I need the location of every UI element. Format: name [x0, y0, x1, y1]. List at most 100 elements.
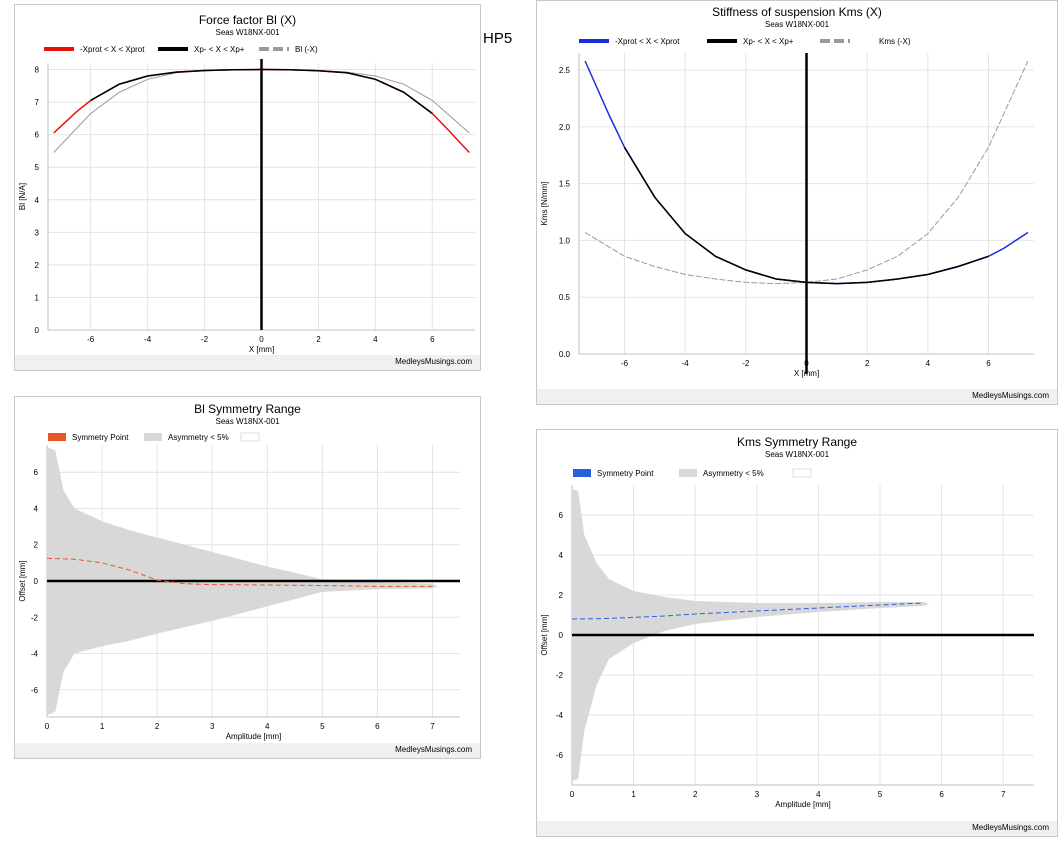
- kms-chart-panel: -Xprot < X < Xprot Xp- < X < Xp+ Kms (-X) S…: [536, 0, 1058, 405]
- blsym-xtick-label: 1: [100, 722, 105, 731]
- kmssym-ytick-label: 4: [559, 551, 564, 560]
- bl-title: Force factor Bl (X): [199, 13, 296, 27]
- kmssym-xtick-label: 7: [1001, 790, 1006, 799]
- kmssym-ytick-label: 2: [559, 591, 564, 600]
- bl-legend-label: Bl (-X): [295, 45, 318, 54]
- kmssym-legend-swatch: [573, 469, 591, 477]
- kms-chart-footer: MedleysMusings.com: [537, 389, 1057, 404]
- blsym-xtick-label: 0: [45, 722, 50, 731]
- kms-ytick-label: 2.5: [559, 66, 571, 75]
- kms-symmetry-svg: Symmetry Point Asymmetry < 5% Kms Symmetry…: [540, 435, 1034, 809]
- kms-xtick-label: 6: [986, 359, 991, 368]
- blsym-xtick-label: 2: [155, 722, 160, 731]
- bl-ytick-label: 8: [35, 66, 40, 75]
- bl-chart-panel: -Xprot < X < Xprot Xp- < X < Xp+ Bl (-X) Fo…: [14, 4, 481, 371]
- blsym-subtitle: Seas W18NX-001: [215, 417, 280, 426]
- kmssym-legend-swatch: [792, 468, 812, 478]
- kms-xtick-label: -2: [742, 359, 750, 368]
- kms-subtitle: Seas W18NX-001: [765, 20, 830, 29]
- blsym-ytick-label: 6: [34, 468, 39, 477]
- kms-ylabel: Kms [N/mm]: [540, 182, 549, 226]
- kms-symmetry-panel: Symmetry Point Asymmetry < 5% Kms Symmetry…: [536, 429, 1058, 837]
- bl-xtick-label: 2: [316, 335, 321, 344]
- blsym-xtick-label: 3: [210, 722, 215, 731]
- kmssym-xlabel: Amplitude [mm]: [775, 800, 831, 809]
- bl-legend-label: Xp- < X < Xp+: [194, 45, 245, 54]
- kmssym-legend-swatch: [679, 469, 697, 477]
- kmssym-ytick-label: -2: [556, 671, 564, 680]
- kmssym-ytick-label: 0: [559, 631, 564, 640]
- bl-xtick-label: -4: [144, 335, 152, 344]
- blsym-legend-label: Asymmetry < 5%: [168, 433, 229, 442]
- kms-xtick-label: -6: [621, 359, 629, 368]
- blsym-legend-swatch: [240, 432, 260, 442]
- bl-chart-footer-text: MedleysMusings.com: [395, 357, 472, 366]
- kms-symmetry-footer: MedleysMusings.com: [537, 821, 1057, 836]
- blsym-ytick-label: 4: [34, 504, 39, 513]
- bl-symmetry-panel: Symmetry Point Asymmetry < 5% Bl Symmetry …: [14, 396, 481, 759]
- kms-ytick-label: 2.0: [559, 123, 571, 132]
- blsym-xtick-label: 6: [375, 722, 380, 731]
- kms-legend-label: Xp- < X < Xp+: [743, 37, 794, 46]
- kms-ytick-label: 1.5: [559, 180, 571, 189]
- kms-ytick-label: 0.5: [559, 293, 571, 302]
- kmssym-xtick-label: 5: [878, 790, 883, 799]
- blsym-ytick-label: 0: [34, 577, 39, 586]
- bl-ytick-label: 7: [35, 98, 40, 107]
- bl-xtick-label: 4: [373, 335, 378, 344]
- bl-ytick-label: 6: [35, 131, 40, 140]
- bl-xtick-label: -6: [87, 335, 95, 344]
- bl-symmetry-footer: MedleysMusings.com: [15, 743, 480, 758]
- bl-legend-label: -Xprot < X < Xprot: [80, 45, 145, 54]
- blsym-xtick-label: 4: [265, 722, 270, 731]
- bl-ytick-label: 5: [35, 163, 40, 172]
- bl-ytick-label: 1: [35, 293, 40, 302]
- bl-chart-footer: MedleysMusings.com: [15, 355, 480, 370]
- bl-subtitle: Seas W18NX-001: [215, 28, 280, 37]
- blsym-xtick-label: 5: [320, 722, 325, 731]
- kms-xtick-label: 2: [865, 359, 870, 368]
- blsym-title: Bl Symmetry Range: [194, 402, 301, 416]
- bl-ylabel: Bl [N/A]: [18, 183, 27, 210]
- kms-series-mirror-line: [584, 60, 1029, 285]
- bl-chart-svg: -Xprot < X < Xprot Xp- < X < Xp+ Bl (-X) Fo…: [18, 13, 475, 354]
- kmssym-symmetry-point-line: [571, 602, 924, 620]
- bl-symmetry-footer-text: MedleysMusings.com: [395, 745, 472, 754]
- blsym-legend-swatch: [48, 433, 66, 441]
- kmssym-xtick-label: 2: [693, 790, 698, 799]
- kms-title: Stiffness of suspension Kms (X): [712, 5, 882, 19]
- bl-ytick-label: 0: [35, 326, 40, 335]
- kms-chart-footer-text: MedleysMusings.com: [972, 391, 1049, 400]
- bl-ytick-label: 2: [35, 261, 40, 270]
- kmssym-ylabel: Offset [mm]: [540, 614, 549, 655]
- kms-legend-label: -Xprot < X < Xprot: [615, 37, 680, 46]
- kms-xtick-label: 4: [926, 359, 931, 368]
- kms-ytick-label: 1.0: [559, 236, 571, 245]
- blsym-ytick-label: -2: [31, 613, 39, 622]
- kmssym-ytick-label: -4: [556, 711, 564, 720]
- kmssym-legend-label: Symmetry Point: [597, 469, 654, 478]
- kms-ytick-label: 0.0: [559, 350, 571, 359]
- kmssym-ytick-label: 6: [559, 511, 564, 520]
- kmssym-xtick-label: 0: [570, 790, 575, 799]
- kmssym-xtick-label: 3: [755, 790, 760, 799]
- bl-xtick-label: 6: [430, 335, 435, 344]
- kmssym-xtick-label: 6: [939, 790, 944, 799]
- kmssym-subtitle: Seas W18NX-001: [765, 450, 830, 459]
- blsym-xtick-label: 7: [430, 722, 435, 731]
- blsym-ylabel: Offset [mm]: [18, 560, 27, 601]
- blsym-legend-label: Symmetry Point: [72, 433, 129, 442]
- bl-xlabel: X [mm]: [249, 345, 274, 354]
- kms-legend-label: Kms (-X): [879, 37, 911, 46]
- blsym-ytick-label: -6: [31, 686, 39, 695]
- bl-symmetry-svg: Symmetry Point Asymmetry < 5% Bl Symmetry …: [18, 402, 460, 741]
- blsym-xlabel: Amplitude [mm]: [226, 732, 282, 741]
- kmssym-xtick-label: 1: [631, 790, 636, 799]
- kmssym-xtick-label: 4: [816, 790, 821, 799]
- side-label-hp5: HP5: [483, 30, 513, 47]
- bl-ytick-label: 3: [35, 228, 40, 237]
- kmssym-ytick-label: -6: [556, 751, 564, 760]
- blsym-ytick-label: -4: [31, 650, 39, 659]
- kms-chart-svg: -Xprot < X < Xprot Xp- < X < Xp+ Kms (-X) S…: [540, 5, 1034, 378]
- blsym-symmetry-point-line: [46, 557, 433, 587]
